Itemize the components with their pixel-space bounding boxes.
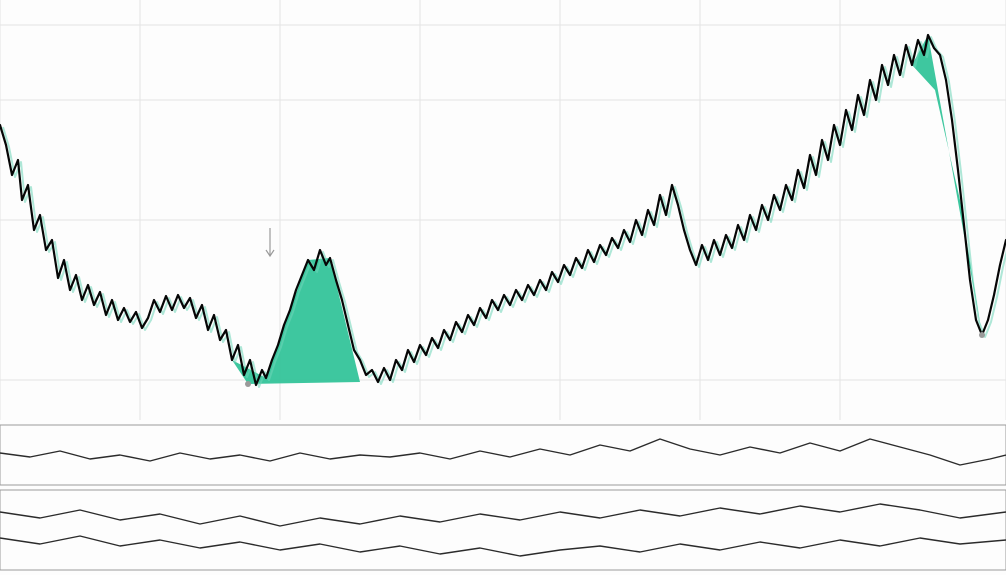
annotation-dot	[245, 381, 251, 387]
annotation-dot	[979, 332, 985, 338]
price-chart-svg[interactable]	[0, 0, 1006, 575]
price-chart-container	[0, 0, 1006, 575]
indicator-panel-1	[0, 490, 1006, 570]
indicator-panel-0	[0, 425, 1006, 485]
